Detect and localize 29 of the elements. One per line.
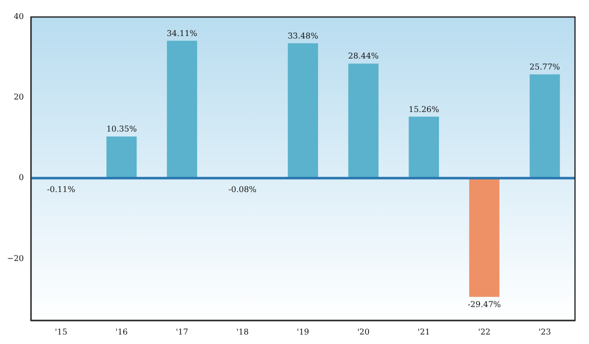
y-tick-label: −20 [6,254,24,263]
x-tick-label: '19 [296,327,310,336]
x-tick-label: '15 [54,327,68,336]
bar [408,116,439,178]
data-label: 33.48% [288,31,319,40]
x-tick-label: '23 [538,327,551,336]
bar [288,43,318,178]
x-tick-label: '20 [357,327,370,336]
x-tick-label: '18 [236,327,249,336]
data-label: 25.77% [530,62,560,72]
bar [469,178,500,297]
x-tick-label: '17 [176,327,188,336]
data-label: 28.44% [348,52,380,61]
x-tick-label: '21 [418,327,430,336]
y-tick-label: 0 [18,173,24,182]
x-tick-label: '22 [478,327,491,336]
bar [106,136,137,178]
y-tick-label: 20 [14,92,24,102]
data-label: 15.26% [408,104,440,114]
x-tick-label: '16 [115,327,128,336]
data-label: -0.08% [228,185,257,194]
y-tick-label: 40 [14,12,24,22]
data-label: -0.11% [47,185,76,194]
bar [530,74,560,178]
data-label: -29.47% [468,300,502,309]
data-label: 34.11% [166,28,198,38]
data-label: 10.35% [106,124,138,134]
bar [348,64,379,178]
bar [166,40,198,178]
